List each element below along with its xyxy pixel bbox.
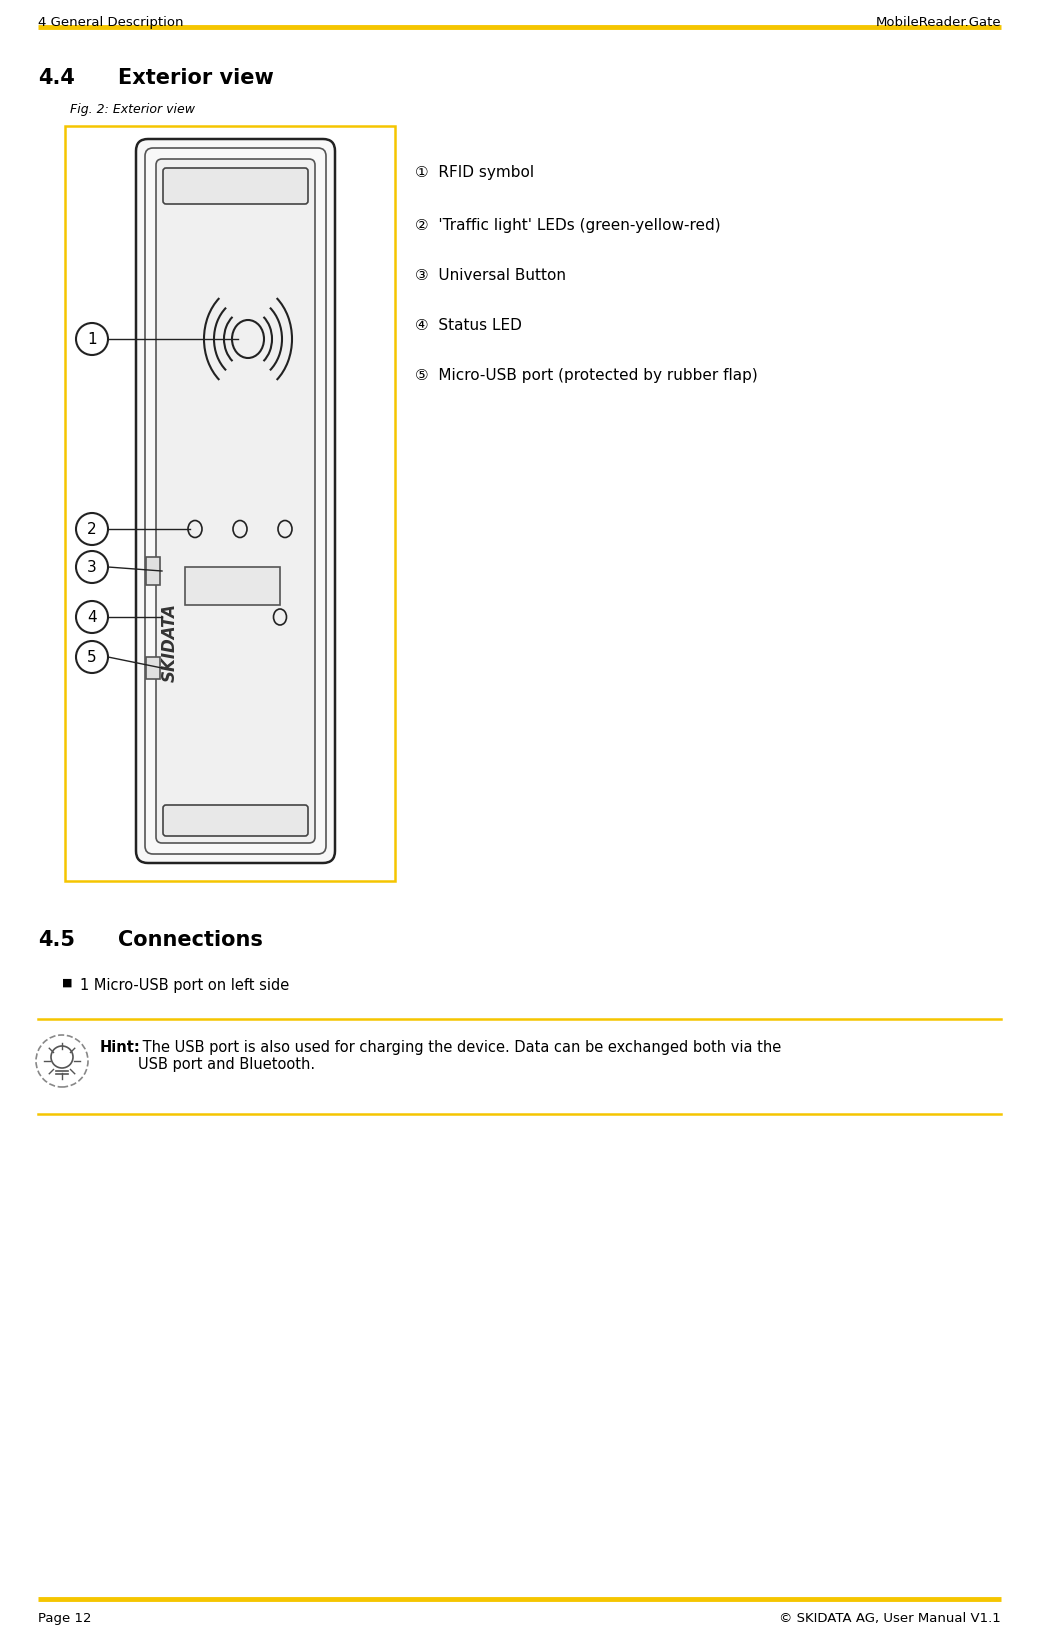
Text: ④  Status LED: ④ Status LED bbox=[415, 318, 522, 333]
Text: © SKIDATA AG, User Manual V1.1: © SKIDATA AG, User Manual V1.1 bbox=[779, 1610, 1001, 1623]
Text: ⑤  Micro-USB port (protected by rubber flap): ⑤ Micro-USB port (protected by rubber fl… bbox=[415, 368, 757, 383]
FancyBboxPatch shape bbox=[163, 805, 308, 836]
Bar bbox=[65, 127, 395, 882]
Text: The USB port is also used for charging the device. Data can be exchanged both vi: The USB port is also used for charging t… bbox=[138, 1040, 781, 1073]
Text: MobileReader.Gate: MobileReader.Gate bbox=[876, 16, 1001, 29]
Text: Fig. 2: Exterior view: Fig. 2: Exterior view bbox=[70, 103, 195, 116]
Circle shape bbox=[76, 324, 108, 355]
FancyBboxPatch shape bbox=[163, 170, 308, 205]
Text: SKIDATA: SKIDATA bbox=[161, 601, 179, 681]
Circle shape bbox=[76, 551, 108, 584]
Text: ③  Universal Button: ③ Universal Button bbox=[415, 267, 566, 284]
Circle shape bbox=[76, 642, 108, 673]
Bar bbox=[146, 657, 160, 680]
Text: 4 General Description: 4 General Description bbox=[38, 16, 184, 29]
Text: 4.5: 4.5 bbox=[38, 929, 75, 949]
Text: Page 12: Page 12 bbox=[38, 1610, 91, 1623]
Text: 4.4: 4.4 bbox=[38, 68, 75, 88]
Text: 4: 4 bbox=[87, 610, 97, 626]
Text: ■: ■ bbox=[62, 978, 73, 988]
Bar bbox=[185, 567, 279, 606]
Text: Connections: Connections bbox=[118, 929, 263, 949]
Text: 5: 5 bbox=[87, 650, 97, 665]
Text: ②  'Traffic light' LEDs (green-yellow-red): ② 'Traffic light' LEDs (green-yellow-red… bbox=[415, 218, 721, 233]
FancyBboxPatch shape bbox=[156, 160, 315, 843]
Text: Exterior view: Exterior view bbox=[118, 68, 273, 88]
Text: Hint:: Hint: bbox=[100, 1040, 140, 1055]
Text: 2: 2 bbox=[87, 522, 97, 538]
FancyBboxPatch shape bbox=[136, 140, 335, 864]
Bar bbox=[146, 557, 160, 585]
Circle shape bbox=[76, 601, 108, 634]
Circle shape bbox=[76, 513, 108, 546]
Text: 1 Micro-USB port on left side: 1 Micro-USB port on left side bbox=[80, 978, 289, 993]
Text: 1: 1 bbox=[87, 333, 97, 347]
Text: ①  RFID symbol: ① RFID symbol bbox=[415, 165, 534, 179]
Text: 3: 3 bbox=[87, 561, 97, 575]
